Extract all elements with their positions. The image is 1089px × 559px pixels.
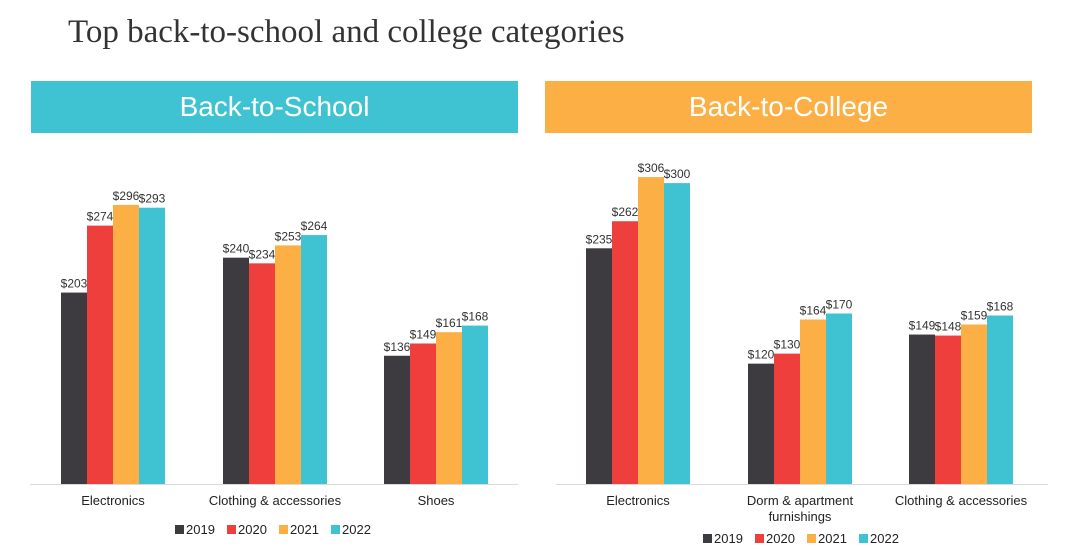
legend-swatch-2019: [175, 525, 184, 534]
bar-2020: [774, 353, 800, 484]
data-label: $159: [961, 309, 988, 323]
data-label: $168: [987, 299, 1014, 313]
legend-label: 2019: [186, 522, 215, 537]
bar-2022: [826, 313, 852, 484]
legend-label: 2022: [342, 522, 371, 537]
data-label: $262: [612, 205, 639, 219]
data-label: $161: [436, 316, 463, 330]
data-label: $203: [61, 277, 88, 291]
bar-2021: [638, 177, 664, 484]
data-label: $149: [909, 319, 936, 333]
bar-2022: [139, 207, 165, 485]
bar-2020: [410, 343, 436, 484]
bar-2021: [961, 324, 987, 484]
data-label: $130: [774, 338, 801, 352]
bar-2020: [935, 335, 961, 484]
data-label: $240: [223, 242, 250, 256]
data-label: $306: [638, 161, 665, 175]
category-label: Dorm & apartment furnishings: [747, 493, 854, 524]
data-label: $168: [462, 310, 489, 324]
bar-2020: [249, 263, 275, 484]
data-label: $253: [275, 229, 302, 243]
data-label: $136: [384, 340, 411, 354]
legend-label: 2022: [870, 531, 899, 546]
data-label: $234: [249, 247, 276, 261]
legend-swatch-2022: [859, 534, 868, 543]
category-label: Electronics: [606, 493, 670, 508]
legend-swatch-2021: [279, 525, 288, 534]
bar-2019: [61, 292, 87, 484]
data-label: $170: [826, 297, 853, 311]
category-label: Clothing & accessories: [895, 493, 1028, 508]
bar-2020: [87, 225, 113, 485]
bar-2019: [586, 248, 612, 484]
bar-2020: [612, 221, 638, 485]
data-label: $148: [935, 320, 962, 334]
legend-swatch-2020: [227, 525, 236, 534]
data-label: $149: [410, 327, 437, 341]
data-label: $293: [139, 192, 166, 206]
bar-2021: [275, 245, 301, 484]
bar-2022: [987, 315, 1013, 484]
bar-2021: [113, 204, 139, 484]
bar-2021: [800, 319, 826, 484]
legend-label: 2019: [714, 531, 743, 546]
bar-2021: [436, 332, 462, 484]
legend-swatch-2019: [703, 534, 712, 543]
data-label: $120: [748, 348, 775, 362]
back-to-school-banner: Back-to-School: [31, 81, 518, 133]
bar-2019: [748, 363, 774, 484]
legend-swatch-2020: [755, 534, 764, 543]
legend-label: 2021: [290, 522, 319, 537]
bar-2019: [223, 257, 249, 484]
back-to-college-banner: Back-to-College: [545, 81, 1032, 133]
category-label: Shoes: [418, 493, 455, 508]
category-label: Electronics: [81, 493, 145, 508]
bar-2022: [664, 183, 690, 484]
legend-swatch-2021: [807, 534, 816, 543]
legend-label: 2020: [238, 522, 267, 537]
data-label: $274: [87, 210, 114, 224]
data-label: $300: [664, 167, 691, 181]
data-label: $296: [113, 189, 140, 203]
legend-label: 2021: [818, 531, 847, 546]
legend-label: 2020: [766, 531, 795, 546]
bar-2019: [384, 355, 410, 484]
data-label: $235: [586, 232, 613, 246]
data-label: $164: [800, 304, 827, 318]
page-title: Top back-to-school and college categorie…: [68, 14, 625, 50]
category-label: Clothing & accessories: [209, 493, 342, 508]
legend-swatch-2022: [331, 525, 340, 534]
bar-2022: [301, 235, 327, 484]
bar-2022: [462, 325, 488, 484]
data-label: $264: [301, 219, 328, 233]
bar-2019: [909, 334, 935, 484]
